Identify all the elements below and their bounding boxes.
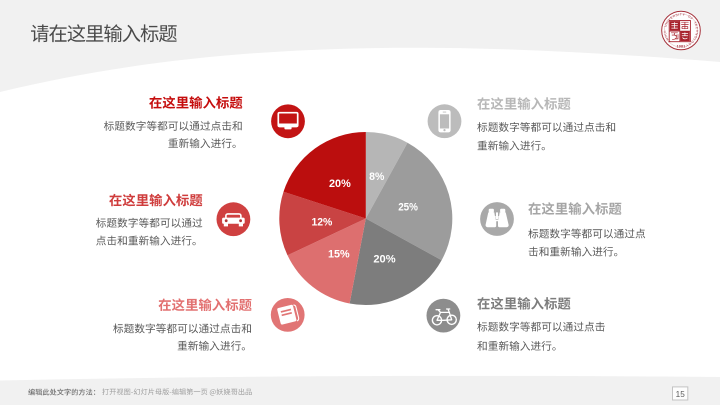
svg-text:12%: 12% [311,216,332,228]
svg-text:20%: 20% [373,253,395,265]
svg-text:1981: 1981 [677,45,686,49]
svg-text:25%: 25% [398,201,418,213]
svg-text:15%: 15% [328,248,350,260]
svg-text:8%: 8% [369,171,384,183]
svg-text:20%: 20% [329,178,351,190]
svg-text:15: 15 [676,390,686,399]
